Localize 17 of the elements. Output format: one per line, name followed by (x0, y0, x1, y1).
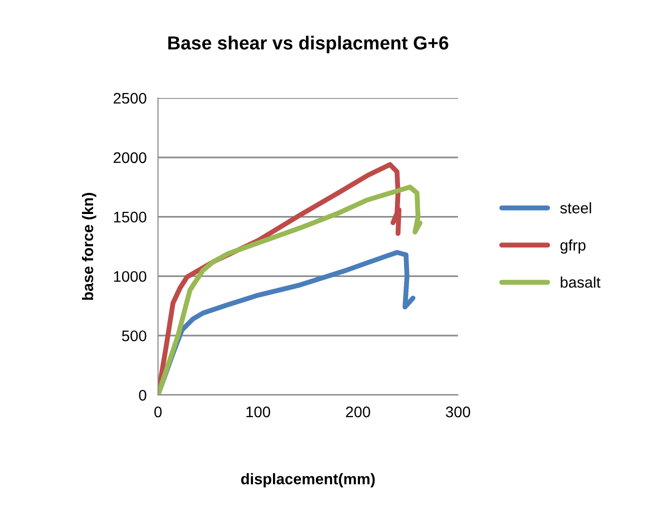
chart-title: Base shear vs displacment G+6 (168, 36, 448, 54)
x-tick-label: 200 (346, 406, 370, 418)
y-tick-label: 0 (138, 390, 146, 401)
legend-label: basalt (560, 276, 600, 288)
x-tick-label: 300 (446, 406, 470, 418)
y-tick-label: 1000 (114, 271, 146, 282)
x-tick-label: 0 (154, 406, 162, 418)
y-axis-title: base force (kn) (82, 192, 96, 300)
y-tick-label: 500 (122, 330, 146, 342)
legend-label: gfrp (560, 239, 586, 254)
x-axis-title: displacement(mm) (241, 473, 375, 488)
y-tick-label: 2500 (114, 92, 146, 104)
y-tick-label: 1500 (114, 212, 146, 222)
line-series (158, 184, 422, 395)
legend-label: steel (560, 202, 592, 214)
x-tick-label: 100 (246, 406, 270, 418)
y-tick-label: 2000 (114, 152, 146, 164)
